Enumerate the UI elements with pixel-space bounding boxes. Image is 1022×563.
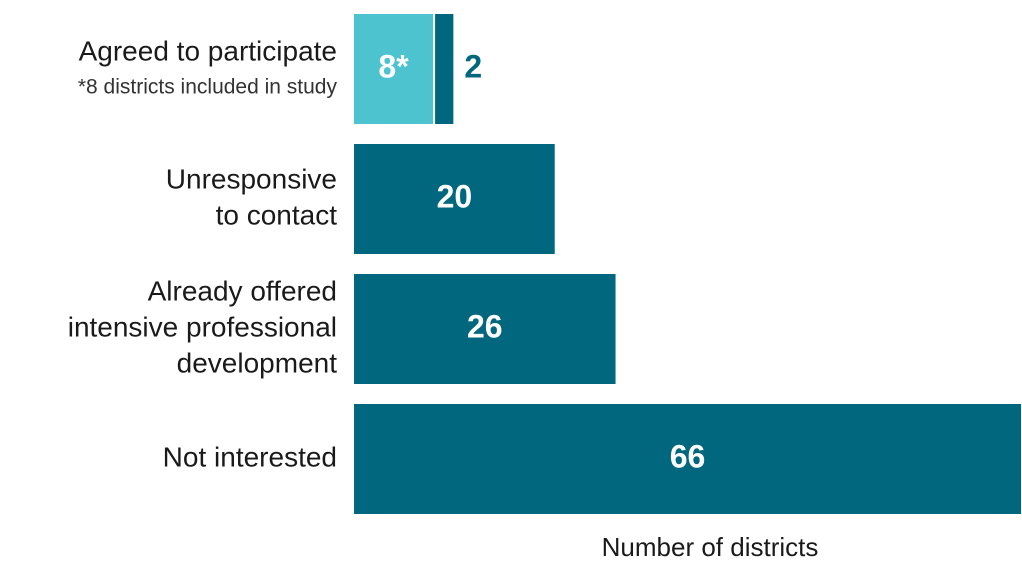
- category-label: Already offered: [148, 275, 337, 306]
- bar: [352, 12, 436, 126]
- category-label: to contact: [216, 199, 338, 230]
- value-label: 8*: [378, 48, 409, 84]
- value-label: 26: [467, 308, 503, 344]
- category-label: Unresponsive: [166, 163, 337, 194]
- category-label: development: [177, 347, 338, 378]
- bar: [352, 272, 618, 386]
- value-label: 66: [670, 438, 706, 474]
- value-label: 20: [437, 178, 473, 214]
- bar: [433, 12, 456, 126]
- category-label: intensive professional: [68, 311, 337, 342]
- value-label: 2: [464, 48, 482, 84]
- note: *8 districts included in study: [78, 76, 338, 99]
- category-label: Agreed to participate: [79, 35, 337, 66]
- x-axis-label: Number of districts: [602, 532, 819, 562]
- bar: [352, 142, 557, 256]
- bar: [352, 402, 1022, 516]
- category-label: Not interested: [163, 441, 337, 472]
